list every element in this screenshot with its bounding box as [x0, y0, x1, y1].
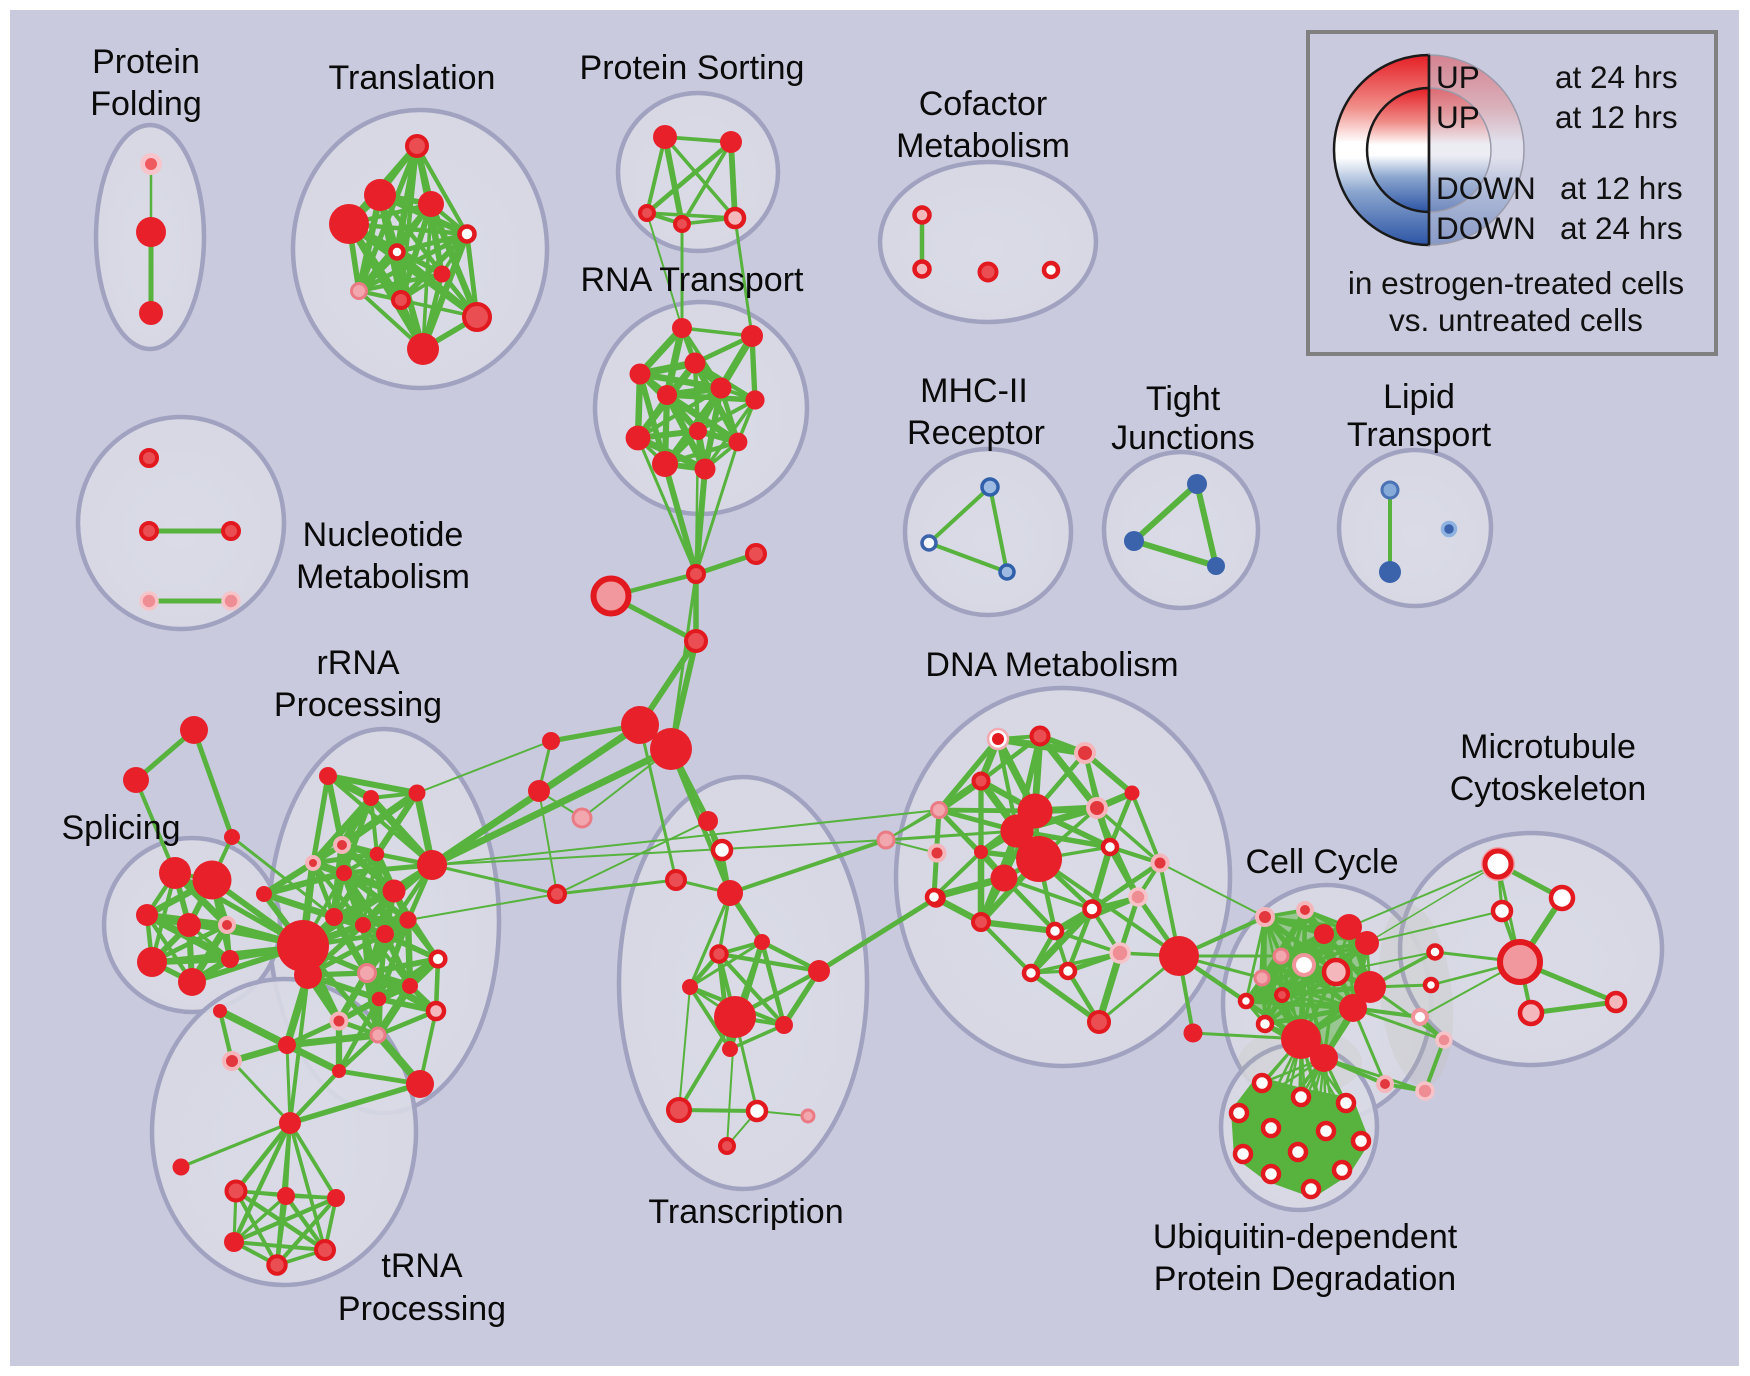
svg-text:tRNA: tRNA — [381, 1247, 463, 1285]
svg-text:Translation: Translation — [329, 59, 496, 97]
svg-text:Folding: Folding — [90, 85, 202, 123]
svg-text:Transport: Transport — [1347, 416, 1492, 454]
svg-text:Protein Sorting: Protein Sorting — [580, 49, 805, 87]
svg-text:Microtubule: Microtubule — [1460, 728, 1636, 766]
svg-text:at 24 hrs: at 24 hrs — [1555, 59, 1678, 95]
svg-text:Nucleotide: Nucleotide — [303, 516, 464, 554]
svg-text:Processing: Processing — [274, 686, 442, 724]
svg-text:Cofactor: Cofactor — [919, 85, 1048, 123]
svg-text:RNA Transport: RNA Transport — [581, 261, 805, 299]
svg-text:DOWN: DOWN — [1436, 210, 1536, 246]
svg-text:MHC-II: MHC-II — [920, 372, 1028, 410]
svg-text:UP: UP — [1436, 59, 1480, 95]
svg-text:rRNA: rRNA — [316, 644, 399, 682]
svg-text:in estrogen-treated cells: in estrogen-treated cells — [1348, 265, 1684, 301]
svg-text:Metabolism: Metabolism — [896, 127, 1070, 165]
svg-text:at 12 hrs: at 12 hrs — [1560, 170, 1683, 206]
svg-text:at 24 hrs: at 24 hrs — [1560, 210, 1683, 246]
svg-text:Processing: Processing — [338, 1290, 506, 1328]
svg-text:Receptor: Receptor — [907, 414, 1045, 452]
svg-text:Splicing: Splicing — [61, 809, 180, 847]
svg-text:Metabolism: Metabolism — [296, 558, 470, 596]
svg-text:Junctions: Junctions — [1111, 419, 1255, 457]
svg-text:DOWN: DOWN — [1436, 170, 1536, 206]
svg-text:Protein: Protein — [92, 43, 200, 81]
svg-text:Tight: Tight — [1146, 380, 1221, 418]
svg-text:Cell Cycle: Cell Cycle — [1245, 843, 1398, 881]
svg-text:vs. untreated cells: vs. untreated cells — [1389, 302, 1643, 338]
svg-text:Transcription: Transcription — [648, 1193, 843, 1231]
svg-text:Lipid: Lipid — [1383, 378, 1455, 416]
svg-text:UP: UP — [1436, 99, 1480, 135]
svg-text:Cytoskeleton: Cytoskeleton — [1450, 770, 1647, 808]
svg-text:Protein Degradation: Protein Degradation — [1154, 1260, 1456, 1298]
svg-text:DNA Metabolism: DNA Metabolism — [925, 646, 1178, 684]
svg-text:at 12 hrs: at 12 hrs — [1555, 99, 1678, 135]
svg-text:Ubiquitin-dependent: Ubiquitin-dependent — [1153, 1218, 1458, 1256]
